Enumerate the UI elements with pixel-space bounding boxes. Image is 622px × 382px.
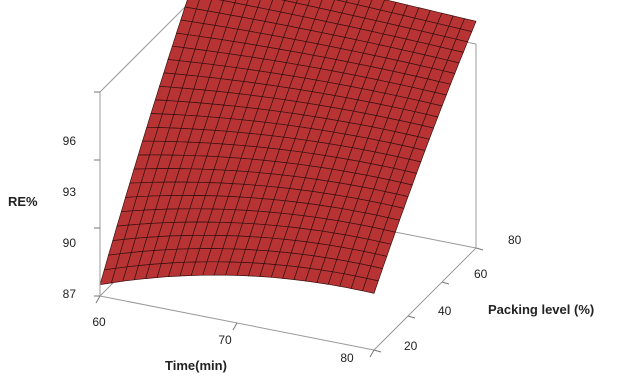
x-axis-title: Time(min) — [165, 358, 227, 373]
z-tick-label: 96 — [63, 134, 77, 148]
y-tick-mark — [373, 349, 382, 353]
z-axis-title: RE% — [8, 194, 38, 209]
z-tick-label: 90 — [63, 236, 77, 250]
z-tick-label: 93 — [63, 185, 77, 199]
y-tick-label: 40 — [438, 304, 452, 318]
x-tick-label: 80 — [340, 351, 354, 365]
z-tick-label: 87 — [63, 287, 77, 301]
x-tick-mark — [369, 349, 375, 358]
y-tick-mark — [475, 247, 484, 251]
x-tick-mark — [232, 322, 238, 331]
y-tick-label: 20 — [404, 339, 418, 353]
box-edge — [373, 247, 477, 351]
response-surface — [99, 0, 477, 294]
x-tick-label: 60 — [92, 315, 106, 329]
surface-cell — [362, 277, 379, 294]
x-tick-mark — [95, 295, 101, 304]
axis-ticks — [94, 91, 484, 358]
y-tick-label: 60 — [474, 267, 488, 281]
y-tick-mark — [441, 281, 450, 285]
x-tick-label: 70 — [218, 333, 232, 347]
y-tick-mark — [407, 315, 416, 319]
y-axis-title: Packing level (%) — [488, 302, 594, 317]
y-tick-label: 80 — [508, 233, 522, 247]
